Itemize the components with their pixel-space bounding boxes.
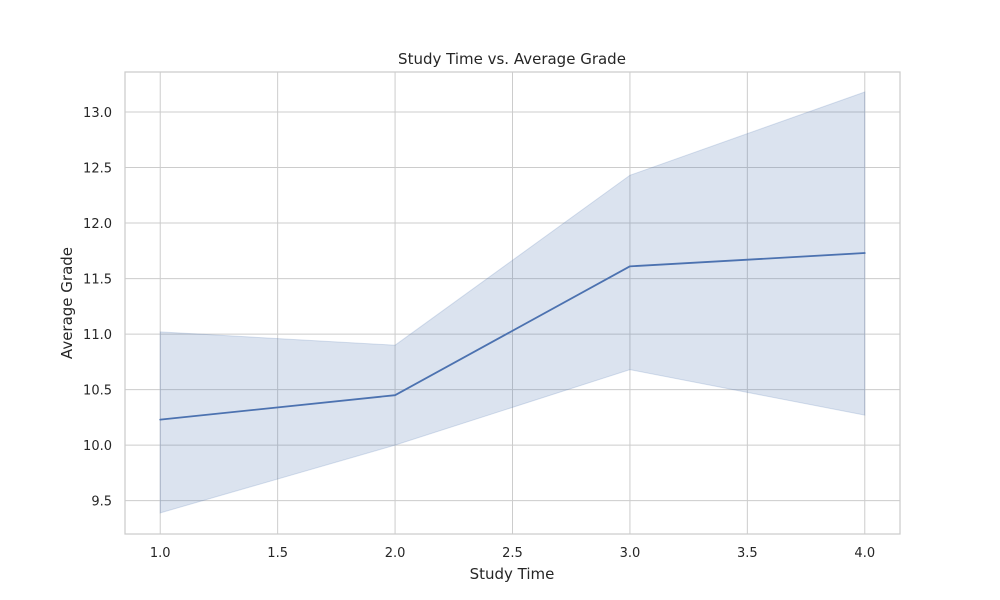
- plot-frame: [124, 71, 901, 535]
- series-line: [159, 252, 866, 421]
- y-tick-label: 12.5: [83, 162, 112, 177]
- y-tick-label: 9.5: [91, 495, 112, 510]
- y-tick-labels: 9.5 10.0 10.5 11.0 11.5 12.0 12.5 13.0: [83, 106, 112, 510]
- x-tick-labels: 1.0 1.5 2.0 2.5 3.0 3.5 4.0: [150, 546, 875, 561]
- confidence-band: [159, 91, 866, 514]
- confidence-band-area: [159, 91, 866, 514]
- x-tick-label: 1.5: [267, 546, 288, 561]
- x-tick-label: 1.0: [150, 546, 171, 561]
- y-tick-label: 12.0: [83, 217, 112, 232]
- x-tick-label: 4.0: [854, 546, 875, 561]
- x-tick-label: 3.5: [737, 546, 758, 561]
- series-line-path: [159, 252, 866, 421]
- y-tick-label: 11.5: [83, 273, 112, 288]
- x-tick-label: 3.0: [620, 546, 641, 561]
- chart-title: Study Time vs. Average Grade: [398, 50, 626, 68]
- y-axis-label: Average Grade: [58, 247, 76, 359]
- x-axis-label: Study Time: [470, 565, 555, 583]
- x-tick-label: 2.5: [502, 546, 523, 561]
- y-tick-label: 10.0: [83, 439, 112, 454]
- x-tick-label: 2.0: [385, 546, 406, 561]
- gridlines: [125, 72, 900, 534]
- y-tick-label: 10.5: [83, 384, 112, 399]
- y-tick-label: 13.0: [83, 106, 112, 121]
- y-tick-label: 11.0: [83, 328, 112, 343]
